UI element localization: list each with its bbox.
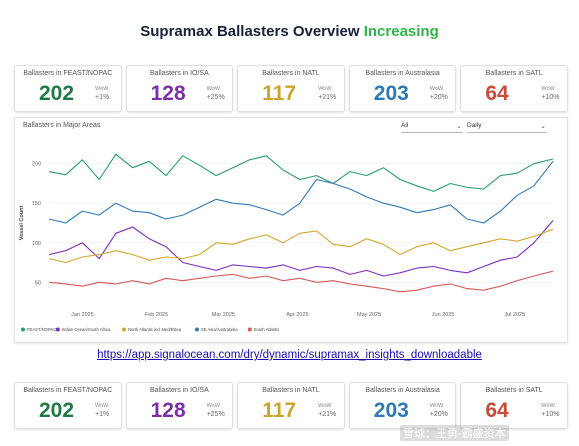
y-tick-label: 50: [35, 280, 41, 286]
kpi-value: 202: [39, 399, 75, 422]
kpi-value: 128: [150, 399, 186, 422]
kpi-card-feast[interactable]: Ballasters in FEAST/NOPAC 202 WoW +1%: [14, 382, 122, 429]
page-title-main: Supramax Ballasters Overview: [140, 23, 364, 40]
kpi-change: +20%: [429, 94, 448, 101]
kpi-value: 117: [262, 82, 297, 105]
kpi-label: Ballasters in Australasia: [365, 70, 440, 77]
x-tick-label: Jan 2025: [71, 312, 94, 318]
series-line: [48, 220, 554, 277]
x-tick-label: Jun 2025: [432, 312, 455, 318]
kpi-label: Ballasters in FEAST/NOPAC: [23, 70, 113, 77]
page-title-highlight: Increasing: [363, 23, 439, 40]
chart-panel: Ballasters in Major Areas All ⌄ Daily ⌄ …: [14, 117, 568, 343]
legend-marker: [122, 327, 126, 332]
legend-label: SE Asia/Australasia: [201, 327, 238, 332]
kpi-card-natl[interactable]: Ballasters in NATL 117 WoW +21%: [237, 382, 345, 429]
x-tick-label: Mar 2025: [212, 312, 235, 318]
kpi-cards-top: Ballasters in FEAST/NOPAC 202 WoW +1% Ba…: [14, 65, 568, 112]
legend-marker: [21, 327, 25, 332]
kpi-wow-label: WoW: [429, 403, 444, 409]
x-tick-label: Jul 2025: [504, 312, 525, 318]
kpi-wow-label: WoW: [429, 86, 444, 92]
kpi-change: +25%: [206, 94, 225, 101]
kpi-card-satl[interactable]: Ballasters in SATL 64 WoW +10%: [460, 65, 568, 112]
kpi-label: Ballasters in Australasia: [365, 387, 440, 394]
kpi-label: Ballasters in FEAST/NOPAC: [23, 387, 113, 394]
series-line: [48, 153, 554, 192]
kpi-wow-label: WoW: [318, 86, 332, 92]
y-tick-label: 150: [32, 201, 41, 207]
x-tick-label: Apr 2025: [286, 312, 308, 318]
kpi-card-feast[interactable]: Ballasters in FEAST/NOPAC 202 WoW +1%: [14, 65, 122, 112]
legend-label: Indian Ocean/South Africa: [62, 327, 111, 332]
kpi-wow-label: WoW: [541, 403, 555, 409]
kpi-change: +21%: [318, 411, 337, 418]
series-line: [48, 270, 554, 293]
watermark: 雪球：王勇-霸盛资本: [400, 425, 509, 441]
kpi-label: Ballasters in NATL: [262, 387, 320, 394]
kpi-label: Ballasters in IO/SA: [150, 387, 209, 394]
source-link[interactable]: https://app.signalocean.com/dry/dynamic/…: [97, 349, 482, 361]
legend-label: South Atlantic: [254, 327, 280, 332]
kpi-card-io-sa[interactable]: Ballasters in IO/SA 128 WoW +25%: [125, 382, 234, 429]
legend-label: North Atlantic incl Med/BSea: [128, 327, 182, 332]
chart-title: Ballasters in Major Areas: [23, 122, 101, 129]
kpi-value: 64: [485, 82, 509, 105]
kpi-card-natl[interactable]: Ballasters in NATL 117 WoW +21%: [237, 65, 345, 112]
kpi-value: 128: [150, 82, 186, 105]
kpi-change: +21%: [318, 94, 337, 101]
kpi-label: Ballasters in IO/SA: [150, 70, 209, 77]
kpi-change: +1%: [95, 411, 110, 418]
kpi-change: +25%: [206, 411, 225, 418]
kpi-value: 117: [262, 399, 297, 422]
kpi-change: +10%: [541, 94, 560, 101]
y-axis-label: Vessel Count: [19, 206, 25, 241]
series-line: [48, 228, 554, 264]
kpi-wow-label: WoW: [206, 403, 220, 409]
period-dropdown[interactable]: Daily ⌄: [467, 122, 547, 133]
legend-marker: [55, 327, 60, 332]
kpi-card-australasia[interactable]: Ballasters in Australasia 203 WoW +20%: [348, 382, 457, 429]
kpi-card-io-sa[interactable]: Ballasters in IO/SA 128 WoW +25%: [125, 65, 234, 112]
y-tick-label: 100: [32, 241, 41, 247]
kpi-value: 203: [373, 399, 409, 422]
line-chart: 50 100 150 200 Jan 2025 Feb 2025 Mar 2025 Apr 2…: [19, 153, 554, 332]
kpi-label: Ballasters in SATL: [485, 387, 543, 394]
legend-marker: [247, 327, 252, 332]
x-tick-label: May 2025: [357, 312, 381, 318]
kpi-value: 202: [39, 82, 75, 105]
page-title: Supramax Ballasters Overview Increasing: [0, 23, 579, 40]
x-tick-label: Feb 2025: [145, 312, 168, 318]
kpi-wow-label: WoW: [95, 86, 109, 92]
series-line: [48, 160, 554, 224]
chevron-down-icon: ⌄: [456, 123, 462, 130]
region-dropdown[interactable]: All ⌄: [401, 122, 463, 133]
chevron-down-icon: ⌄: [540, 123, 546, 130]
legend-label: FEAST/NOPAC: [27, 327, 56, 332]
legend-marker: [195, 327, 199, 332]
kpi-change: +10%: [541, 411, 560, 418]
kpi-label: Ballasters in NATL: [262, 70, 320, 77]
kpi-value: 203: [373, 82, 409, 105]
kpi-card-australasia[interactable]: Ballasters in Australasia 203 WoW +20%: [348, 65, 457, 112]
kpi-wow-label: WoW: [206, 86, 220, 92]
kpi-change: +20%: [429, 411, 448, 418]
kpi-wow-label: WoW: [95, 403, 109, 409]
kpi-card-satl[interactable]: Ballasters in SATL 64 WoW +10%: [460, 382, 568, 429]
period-dropdown-value: Daily: [467, 122, 482, 129]
y-tick-label: 200: [32, 162, 41, 168]
region-dropdown-value: All: [401, 122, 409, 129]
kpi-label: Ballasters in SATL: [485, 70, 543, 77]
kpi-change: +1%: [95, 94, 110, 101]
kpi-value: 64: [485, 399, 509, 422]
kpi-cards-bottom: Ballasters in FEAST/NOPAC 202 WoW +1% Ba…: [14, 382, 568, 429]
kpi-wow-label: WoW: [541, 86, 555, 92]
kpi-wow-label: WoW: [318, 403, 332, 409]
